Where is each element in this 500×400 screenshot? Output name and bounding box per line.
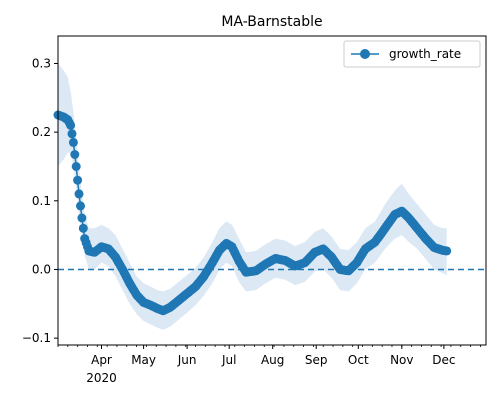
y-tick-label: 0.1 bbox=[32, 194, 51, 208]
y-tick-label: −0.1 bbox=[22, 331, 51, 345]
plot-frame bbox=[57, 35, 487, 346]
series-layer bbox=[53, 110, 452, 316]
x-year-label: 2020 bbox=[86, 371, 117, 385]
confidence-band-layer bbox=[58, 63, 447, 330]
y-tick-label: 0.0 bbox=[32, 262, 51, 276]
data-point bbox=[77, 213, 87, 223]
data-point bbox=[73, 175, 83, 185]
axes: −0.1 0.0 0.1 0.2 0.3 Apr May Jun Jul Aug Sep Oct Nov… bbox=[22, 35, 487, 385]
x-tick-label: Nov bbox=[390, 353, 413, 367]
data-point bbox=[74, 189, 84, 199]
x-tick-label: Jun bbox=[177, 353, 197, 367]
data-point bbox=[68, 137, 78, 147]
data-point bbox=[66, 120, 76, 130]
x-tick-label: Oct bbox=[348, 353, 369, 367]
legend: growth_rate bbox=[343, 40, 481, 68]
data-point bbox=[78, 223, 88, 233]
y-tick-label: 0.2 bbox=[32, 125, 51, 139]
data-point bbox=[71, 162, 81, 171]
legend-entry-growth-rate: growth_rate bbox=[389, 47, 461, 61]
x-tick-label: Sep bbox=[305, 353, 328, 367]
chart-title: MA-Barnstable bbox=[221, 14, 322, 30]
legend-box bbox=[343, 40, 481, 68]
data-point bbox=[76, 201, 85, 211]
x-tick-label: May bbox=[131, 353, 156, 367]
x-tick-label: Jul bbox=[221, 353, 236, 367]
x-tick-label: Apr bbox=[91, 353, 112, 367]
data-point bbox=[70, 150, 80, 159]
x-tick-label: Aug bbox=[261, 353, 284, 367]
data-point bbox=[67, 129, 77, 139]
legend-marker-swatch bbox=[360, 49, 370, 59]
x-tick-label: Dec bbox=[432, 353, 455, 367]
y-tick-label: 0.3 bbox=[32, 56, 51, 70]
data-point bbox=[442, 246, 452, 256]
confidence-band bbox=[58, 63, 447, 330]
